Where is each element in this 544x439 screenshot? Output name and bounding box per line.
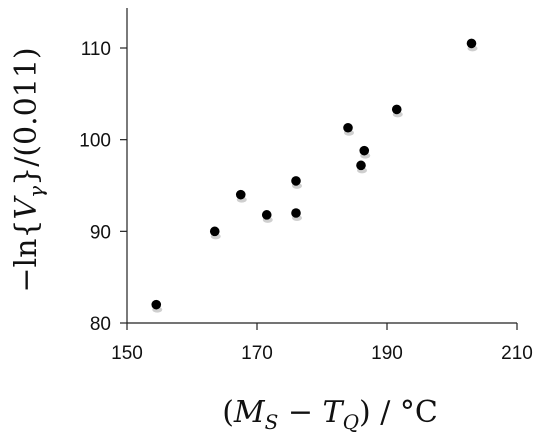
x-tick-label: 190 bbox=[371, 343, 403, 364]
data-point bbox=[209, 226, 220, 237]
data-point bbox=[466, 38, 477, 49]
data-point bbox=[356, 160, 366, 171]
y-tick-label: 80 bbox=[90, 314, 111, 335]
x-axis-title-sub-q: Q bbox=[343, 410, 359, 434]
data-point bbox=[291, 208, 301, 218]
x-axis-title-minus: − bbox=[278, 395, 322, 430]
data-point bbox=[291, 176, 301, 186]
data-point bbox=[359, 145, 370, 156]
x-axis-title: (MS − TQ) / °C bbox=[222, 395, 438, 434]
y-tick-label: 90 bbox=[90, 222, 111, 243]
x-axis-title-open: ( bbox=[222, 395, 234, 430]
x-axis-title-sub-s: S bbox=[265, 410, 279, 434]
y-axis-title-part-2: }/(0.011) bbox=[9, 47, 44, 186]
y-tick-label: 110 bbox=[81, 39, 111, 60]
ticks: 150 170 190 210 80 90 100 110 bbox=[79, 39, 533, 364]
data-point bbox=[343, 122, 353, 133]
y-tick-label: 100 bbox=[79, 131, 111, 152]
data-points bbox=[151, 38, 478, 313]
data-point bbox=[235, 189, 246, 200]
data-point bbox=[391, 104, 402, 115]
x-axis-title-close: ) / °C bbox=[359, 395, 438, 430]
data-point bbox=[261, 210, 272, 220]
x-axis-title-t: T bbox=[323, 395, 345, 430]
x-tick-label: 210 bbox=[501, 343, 533, 364]
y-axis-title-v: V bbox=[9, 194, 44, 219]
x-tick-label: 170 bbox=[241, 343, 273, 364]
axes bbox=[126, 8, 517, 324]
data-point bbox=[151, 299, 162, 310]
x-tick-label: 150 bbox=[111, 343, 143, 364]
y-axis-title: −ln{Vγ}/(0.011) bbox=[9, 47, 48, 292]
y-axis-title-part-1: −ln{ bbox=[9, 219, 44, 292]
y-axis-title-sub: γ bbox=[24, 186, 48, 198]
x-axis-title-m: M bbox=[233, 395, 266, 430]
